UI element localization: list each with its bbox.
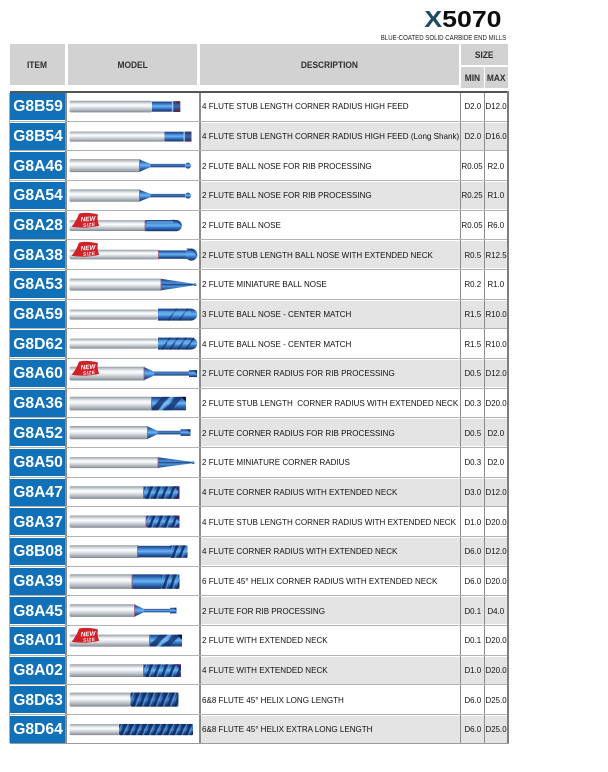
svg-text:SIZE: SIZE <box>83 251 96 258</box>
svg-text:NEW: NEW <box>81 630 97 638</box>
svg-text:SIZE: SIZE <box>83 221 96 228</box>
svg-text:NEW: NEW <box>81 245 97 253</box>
svg-text:SIZE: SIZE <box>83 370 96 377</box>
svg-text:NEW: NEW <box>81 215 97 223</box>
svg-text:NEW: NEW <box>81 363 97 371</box>
svg-text:SIZE: SIZE <box>83 637 96 644</box>
